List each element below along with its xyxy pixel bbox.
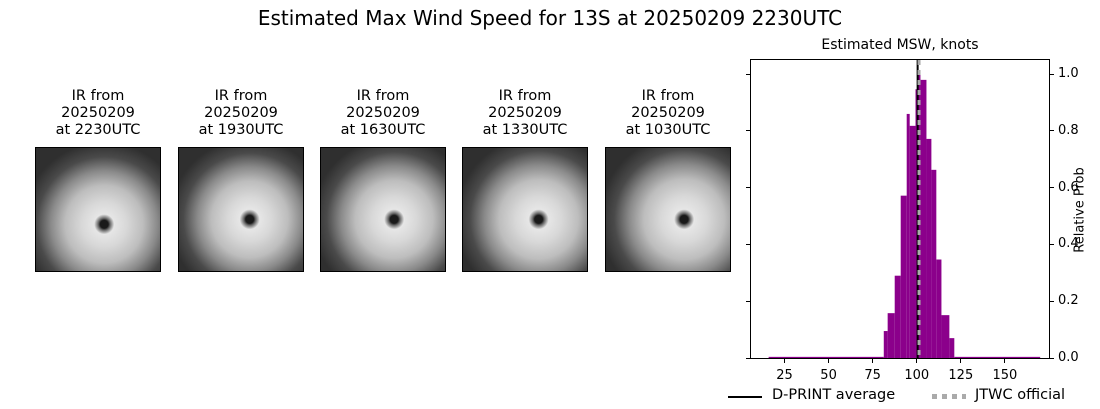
histogram-bar bbox=[954, 356, 1041, 358]
histogram-bar bbox=[926, 138, 932, 358]
histogram-bar bbox=[887, 313, 895, 358]
y-tick bbox=[1050, 130, 1054, 132]
ir-panel: IR from 20250209 at 2230UTC bbox=[35, 88, 161, 272]
x-tick-label: 100 bbox=[904, 368, 930, 383]
ir-caption: IR from 20250209 at 2230UTC bbox=[55, 88, 141, 138]
x-tick-label: 125 bbox=[948, 368, 974, 383]
y-tick-left bbox=[746, 243, 750, 245]
y-tick bbox=[1050, 243, 1054, 245]
y-tick bbox=[1050, 300, 1054, 302]
y-tick-left bbox=[746, 130, 750, 132]
histogram-bar bbox=[931, 169, 937, 358]
x-tick bbox=[960, 359, 962, 363]
ir-caption: IR from 20250209 at 1030UTC bbox=[625, 88, 711, 138]
histogram-bar bbox=[883, 331, 888, 358]
ir-satellite-image bbox=[178, 147, 304, 272]
x-tick-label: 25 bbox=[776, 368, 793, 383]
ir-satellite-image bbox=[320, 147, 446, 272]
histogram-bar bbox=[917, 74, 921, 358]
dprint-legend-line-icon bbox=[728, 396, 762, 398]
histogram-svg bbox=[768, 60, 1041, 358]
ir-panel: IR from 20250209 at 1030UTC bbox=[605, 88, 731, 272]
histogram-plot-area bbox=[750, 59, 1050, 359]
ir-panel: IR from 20250209 at 1930UTC bbox=[178, 88, 304, 272]
histogram-bar bbox=[906, 113, 910, 358]
y-tick-left bbox=[746, 187, 750, 189]
ir-panel: IR from 20250209 at 1330UTC bbox=[462, 88, 588, 272]
x-tick bbox=[872, 359, 874, 363]
x-tick-label: 150 bbox=[992, 368, 1018, 383]
figure-title: Estimated Max Wind Speed for 13S at 2025… bbox=[257, 6, 843, 30]
ir-satellite-image bbox=[605, 147, 731, 272]
ir-panel: IR from 20250209 at 1630UTC bbox=[320, 88, 446, 272]
ir-caption: IR from 20250209 at 1630UTC bbox=[340, 88, 426, 138]
y-tick bbox=[1050, 357, 1054, 359]
y-tick-left bbox=[746, 300, 750, 302]
y-tick-label: 1.0 bbox=[1058, 66, 1079, 82]
x-tick bbox=[916, 359, 918, 363]
y-tick bbox=[1050, 73, 1054, 75]
x-tick bbox=[784, 359, 785, 363]
x-tick-label: 75 bbox=[864, 368, 881, 383]
y-tick-left bbox=[746, 73, 750, 75]
histogram-bar bbox=[920, 79, 927, 358]
ir-satellite-image bbox=[462, 147, 588, 272]
y-tick-label: 0.6 bbox=[1058, 179, 1079, 195]
y-tick-label: 0.0 bbox=[1058, 350, 1079, 365]
histogram-bar bbox=[894, 275, 901, 358]
legend-jtwc-official: JTWC official bbox=[975, 387, 1066, 403]
chart-title: Estimated MSW, knots bbox=[821, 37, 979, 53]
x-tick-label: 50 bbox=[820, 368, 837, 383]
histogram-bar bbox=[941, 315, 950, 358]
x-tick bbox=[1004, 359, 1006, 363]
y-axis-label: Relative Prob bbox=[1072, 167, 1088, 253]
y-tick-left bbox=[746, 357, 750, 359]
legend-dprint-average: D-PRINT average bbox=[772, 387, 896, 403]
ir-caption: IR from 20250209 at 1330UTC bbox=[482, 88, 568, 138]
y-tick-label: 0.8 bbox=[1058, 122, 1079, 138]
histogram-bar bbox=[909, 125, 916, 358]
ir-caption: IR from 20250209 at 1930UTC bbox=[198, 88, 284, 138]
x-tick bbox=[828, 359, 830, 363]
y-tick bbox=[1050, 187, 1054, 189]
ir-satellite-image bbox=[35, 147, 161, 272]
y-tick-label: 0.2 bbox=[1058, 293, 1079, 309]
histogram-bar bbox=[949, 338, 955, 358]
histogram-bar bbox=[936, 259, 942, 358]
histogram-bar bbox=[900, 195, 907, 358]
jtwc-legend-dotted-icon bbox=[932, 394, 966, 399]
histogram-bar bbox=[915, 89, 918, 358]
histogram-bar bbox=[768, 356, 884, 358]
y-tick-label: 0.4 bbox=[1058, 236, 1079, 252]
